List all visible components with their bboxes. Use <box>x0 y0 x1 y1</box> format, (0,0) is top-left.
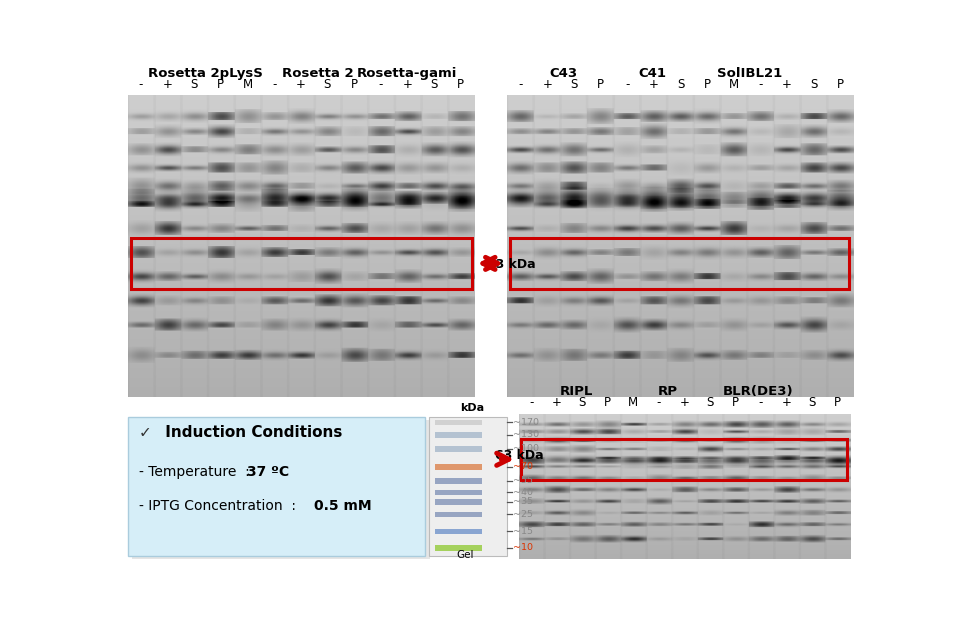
Text: S: S <box>810 78 818 91</box>
Text: - Temperature  :: - Temperature : <box>138 465 259 479</box>
Text: ~35: ~35 <box>513 497 533 506</box>
Text: ✓: ✓ <box>138 425 152 441</box>
Text: 37 ºC: 37 ºC <box>247 465 289 479</box>
Text: M: M <box>242 78 253 91</box>
Text: BLR(DE3): BLR(DE3) <box>723 385 793 398</box>
Text: 0.5 mM: 0.5 mM <box>313 499 371 513</box>
Text: S: S <box>190 78 198 91</box>
Text: -: - <box>519 78 523 91</box>
Text: S: S <box>808 396 816 410</box>
Bar <box>521 439 847 480</box>
Text: P: P <box>351 78 357 91</box>
Bar <box>435 432 482 438</box>
Text: ~55: ~55 <box>513 476 533 485</box>
Text: -: - <box>379 78 382 91</box>
Text: 63 kDa: 63 kDa <box>486 258 535 272</box>
Text: S: S <box>579 396 586 410</box>
Text: S: S <box>324 78 331 91</box>
Text: M: M <box>628 396 638 410</box>
Text: -: - <box>138 78 143 91</box>
Text: ~10: ~10 <box>513 543 533 553</box>
Text: S: S <box>677 78 684 91</box>
Text: +: + <box>403 78 412 91</box>
Text: RIPL: RIPL <box>560 385 593 398</box>
Text: C41: C41 <box>639 67 667 80</box>
Text: +: + <box>552 396 562 410</box>
Text: +: + <box>649 78 659 91</box>
Text: -: - <box>758 78 763 91</box>
Bar <box>435 446 482 452</box>
Text: P: P <box>837 78 844 91</box>
Text: +: + <box>781 396 791 410</box>
Text: M: M <box>728 78 739 91</box>
Text: - IPTG Concentration  :: - IPTG Concentration : <box>138 499 305 513</box>
Bar <box>509 238 849 289</box>
Text: ~15: ~15 <box>513 527 533 536</box>
Bar <box>435 499 482 505</box>
Text: -: - <box>530 396 533 410</box>
Bar <box>131 238 472 289</box>
Bar <box>435 512 482 517</box>
Text: Gel: Gel <box>456 550 474 560</box>
Text: P: P <box>834 396 841 410</box>
Bar <box>430 417 507 556</box>
Text: +: + <box>782 78 792 91</box>
Text: ~40: ~40 <box>513 488 533 497</box>
Text: +: + <box>542 78 553 91</box>
Text: P: P <box>731 396 739 410</box>
Bar <box>435 478 482 484</box>
Text: ~25: ~25 <box>513 510 533 519</box>
Bar <box>435 529 482 534</box>
Text: ~70: ~70 <box>513 462 533 471</box>
Text: +: + <box>296 78 306 91</box>
Bar <box>435 464 482 470</box>
Text: S: S <box>570 78 578 91</box>
Bar <box>435 420 482 425</box>
Text: P: P <box>217 78 224 91</box>
Text: +: + <box>679 396 689 410</box>
Text: ~100: ~100 <box>513 445 539 453</box>
Text: ~170: ~170 <box>513 418 539 427</box>
Text: ~130: ~130 <box>513 431 539 439</box>
Text: -: - <box>625 78 629 91</box>
Text: kDa: kDa <box>460 403 484 413</box>
Text: S: S <box>706 396 713 410</box>
Text: P: P <box>703 78 711 91</box>
Text: 63 kDa: 63 kDa <box>495 450 543 462</box>
Text: RP: RP <box>657 385 678 398</box>
Text: S: S <box>431 78 437 91</box>
Text: Rosetta 2: Rosetta 2 <box>282 67 354 80</box>
Text: +: + <box>162 78 172 91</box>
Text: SolIBL21: SolIBL21 <box>717 67 782 80</box>
FancyBboxPatch shape <box>128 417 426 556</box>
Text: Rosetta-gami: Rosetta-gami <box>357 67 457 80</box>
Text: P: P <box>457 78 464 91</box>
Text: -: - <box>272 78 276 91</box>
Bar <box>435 546 482 551</box>
Text: -: - <box>758 396 763 410</box>
Text: Rosetta 2pLysS: Rosetta 2pLysS <box>148 67 263 80</box>
Text: -: - <box>656 396 661 410</box>
Text: P: P <box>597 78 604 91</box>
Text: P: P <box>604 396 611 410</box>
Text: Induction Conditions: Induction Conditions <box>160 425 342 441</box>
Bar <box>435 490 482 495</box>
Text: C43: C43 <box>549 67 578 80</box>
FancyBboxPatch shape <box>132 420 430 559</box>
